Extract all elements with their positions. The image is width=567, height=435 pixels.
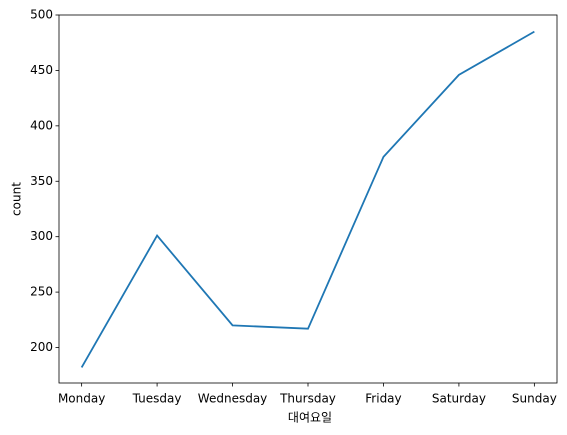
- x-axis-label: 대여요일: [288, 411, 332, 425]
- y-tick-label: 250: [30, 285, 53, 299]
- x-tick-label: Thursday: [279, 392, 336, 406]
- y-tick-label: 450: [30, 63, 53, 77]
- y-tick-label: 300: [30, 229, 53, 243]
- y-tick-label: 500: [30, 8, 53, 22]
- y-tick-label: 200: [30, 340, 53, 354]
- data-line: [80, 30, 535, 368]
- x-tick-label: Tuesday: [132, 392, 182, 406]
- y-tick-label: 400: [30, 118, 53, 132]
- x-tick-label: Monday: [58, 392, 105, 406]
- x-tick-label: Sunday: [512, 392, 557, 406]
- x-tick-label: Wednesday: [198, 392, 267, 406]
- y-axis-label: count: [10, 182, 24, 216]
- x-tick-label: Saturday: [432, 392, 486, 406]
- y-tick-label: 350: [30, 174, 53, 188]
- x-tick-label: Friday: [365, 392, 401, 406]
